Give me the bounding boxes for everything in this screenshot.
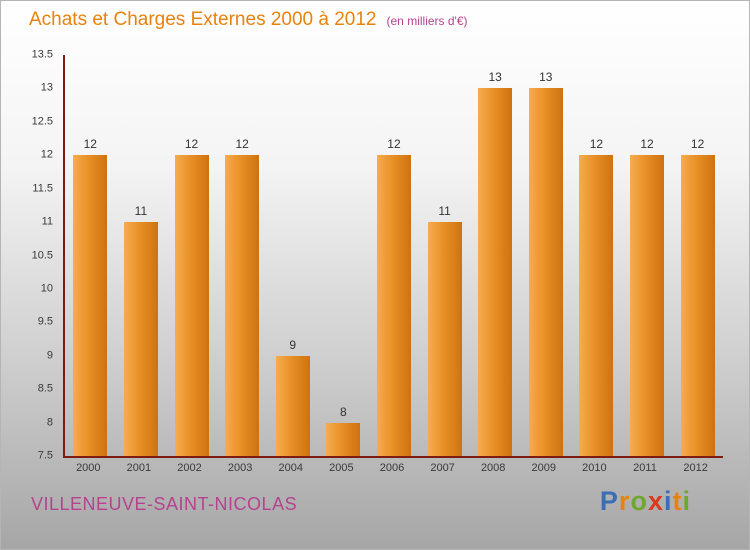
bar-value-label: 12: [640, 137, 654, 152]
bar-2000: [73, 155, 108, 456]
bar-slot: 13: [520, 55, 571, 456]
bar-slot: 11: [419, 55, 470, 456]
x-axis-labels: 2000 2001 2002 2003 2004 2005 2006 2007 2008 2009…: [63, 462, 721, 474]
bar-value-label: 11: [438, 204, 451, 219]
y-tick-label: 13.5: [31, 48, 53, 61]
y-tick-label: 12: [40, 148, 53, 161]
x-tick-label: 2010: [582, 462, 607, 474]
bar-value-label: 12: [184, 137, 199, 152]
bar-value-label: 11: [134, 204, 148, 219]
bar-2012: [680, 155, 715, 456]
y-tick-label: 8.5: [37, 382, 53, 395]
bar-2002: [174, 155, 209, 456]
y-tick-label: 11.5: [32, 182, 53, 195]
location-label: VILLENEUVE-SAINT-NICOLAS: [31, 494, 298, 514]
bar-slot: 8: [318, 55, 369, 456]
bar-slot: 12: [166, 55, 217, 456]
y-tick-label: 13: [40, 81, 53, 94]
bar-value-label: 12: [690, 137, 705, 152]
bar-value-label: 12: [83, 137, 97, 152]
y-tick-label: 11: [41, 215, 53, 228]
y-tick-label: 10.5: [31, 249, 53, 261]
bar-2009: [528, 88, 563, 456]
x-tick-label: 2008: [480, 462, 506, 474]
x-tick-label: 2003: [227, 462, 253, 474]
proxiti-logo: Proxiti: [600, 486, 691, 517]
bar-2004: [275, 355, 310, 456]
bar-slot: 12: [217, 55, 268, 456]
bar-slot: 9: [267, 55, 318, 456]
bar-slot: 11: [116, 55, 167, 456]
x-tick-label: 2000: [76, 462, 101, 474]
bar-slot: 12: [65, 55, 116, 456]
chart-subtitle: (en milliers d'€): [386, 14, 468, 28]
y-tick-label: 9.5: [37, 315, 53, 328]
logo-letter: t: [672, 486, 683, 516]
bar-2003: [225, 155, 260, 456]
bar-value-label: 13: [539, 70, 553, 85]
bar-value-label: 12: [387, 137, 401, 152]
bar-value-label: 12: [589, 137, 604, 152]
bar-series: 12 11 12 12 9 8 12 11 13 13 12 12 12: [65, 55, 723, 456]
bar-value-label: 8: [340, 404, 347, 419]
bar-value-label: 12: [235, 137, 249, 152]
bar-2001: [123, 222, 158, 456]
bar-slot: 12: [369, 55, 420, 456]
bar-slot: 12: [672, 55, 723, 456]
logo-letter: r: [618, 486, 631, 516]
bar-slot: 12: [571, 55, 622, 456]
y-tick-label: 7.5: [37, 449, 53, 462]
bar-2005: [326, 422, 361, 456]
x-tick-label: 2012: [683, 462, 708, 474]
bar-2006: [376, 155, 411, 456]
x-tick-label: 2007: [430, 462, 455, 474]
x-tick-label: 2001: [126, 462, 152, 474]
bar-slot: 12: [622, 55, 673, 456]
y-tick-label: 10: [40, 282, 53, 295]
bar-2007: [427, 222, 462, 456]
x-tick-label: 2011: [633, 462, 657, 474]
bar-2011: [630, 155, 664, 456]
chart-header: Achats et Charges Externes 2000 à 2012 (e…: [29, 9, 468, 31]
bar-2010: [579, 155, 614, 456]
logo-letter: P: [599, 486, 619, 516]
bar-value-label: 9: [289, 337, 297, 352]
logo-letter: i: [663, 486, 673, 516]
logo-letter: x: [647, 486, 664, 516]
y-tick-label: 9: [46, 349, 53, 362]
bar-chart-plot: 12 11 12 12 9 8 12 11 13 13 12 12 12: [63, 55, 723, 458]
x-tick-label: 2002: [177, 462, 202, 474]
x-tick-label: 2009: [531, 462, 557, 474]
y-tick-label: 8: [46, 416, 53, 429]
bar-value-label: 13: [488, 70, 502, 85]
chart-title: Achats et Charges Externes 2000 à 2012: [29, 9, 377, 30]
y-axis-labels: 7.5 8 8.5 9 9.5 10 10.5 11 11.5 12 12.5 13 13.5: [1, 49, 57, 461]
bar-2008: [478, 88, 513, 456]
x-tick-label: 2005: [329, 462, 354, 474]
logo-letter: o: [630, 486, 648, 516]
x-tick-label: 2006: [379, 462, 405, 474]
x-tick-label: 2004: [278, 462, 303, 474]
y-tick-label: 12.5: [31, 115, 53, 128]
bar-slot: 13: [470, 55, 521, 456]
logo-letter: i: [682, 486, 691, 516]
